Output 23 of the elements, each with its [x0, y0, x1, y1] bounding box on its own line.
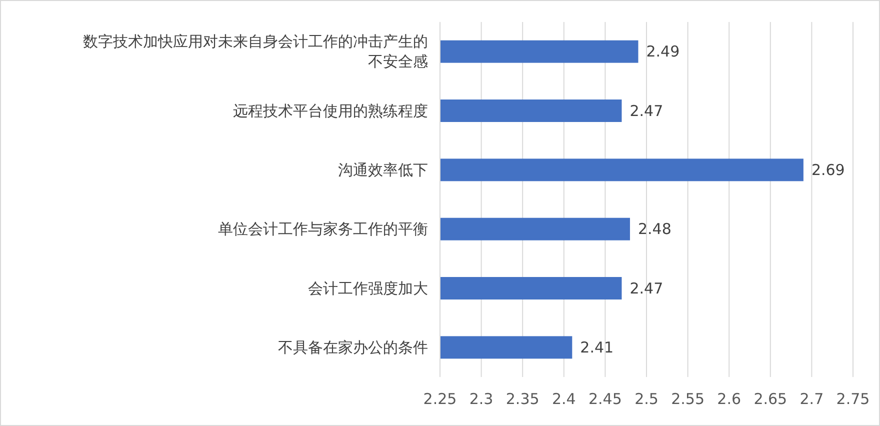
data-label: 2.69	[811, 160, 845, 179]
x-tick-label: 2.65	[754, 390, 788, 408]
x-tick-label: 2.75	[836, 390, 870, 408]
data-label: 2.48	[638, 220, 672, 238]
x-tick-label: 2.6	[717, 390, 742, 408]
data-label: 2.47	[630, 279, 664, 298]
data-label: 2.49	[646, 42, 680, 61]
y-tick-label: 单位会计工作与家务工作的平衡	[218, 220, 428, 238]
x-tick-label: 2.7	[800, 390, 824, 408]
x-tick-label: 2.55	[671, 390, 705, 408]
x-tick-label: 2.5	[634, 390, 658, 408]
y-tick-label: 远程技术平台使用的熟练程度	[233, 102, 428, 120]
x-tick-label: 2.3	[469, 390, 494, 408]
data-label: 2.47	[630, 102, 664, 120]
y-tick-label: 沟通效率低下	[338, 160, 428, 179]
y-tick-label: 会计工作强度加大	[308, 279, 428, 298]
y-tick-label: 不具备在家办公的条件	[278, 338, 428, 356]
y-tick-label: 数字技术加快应用对未来自身会计工作的冲击产生的不安全感	[83, 32, 428, 71]
x-tick-label: 2.45	[588, 390, 622, 408]
x-tick-label: 2.35	[506, 390, 540, 408]
x-tick-label: 2.4	[552, 390, 576, 408]
data-label: 2.41	[580, 338, 614, 356]
x-tick-label: 2.25	[423, 390, 457, 408]
